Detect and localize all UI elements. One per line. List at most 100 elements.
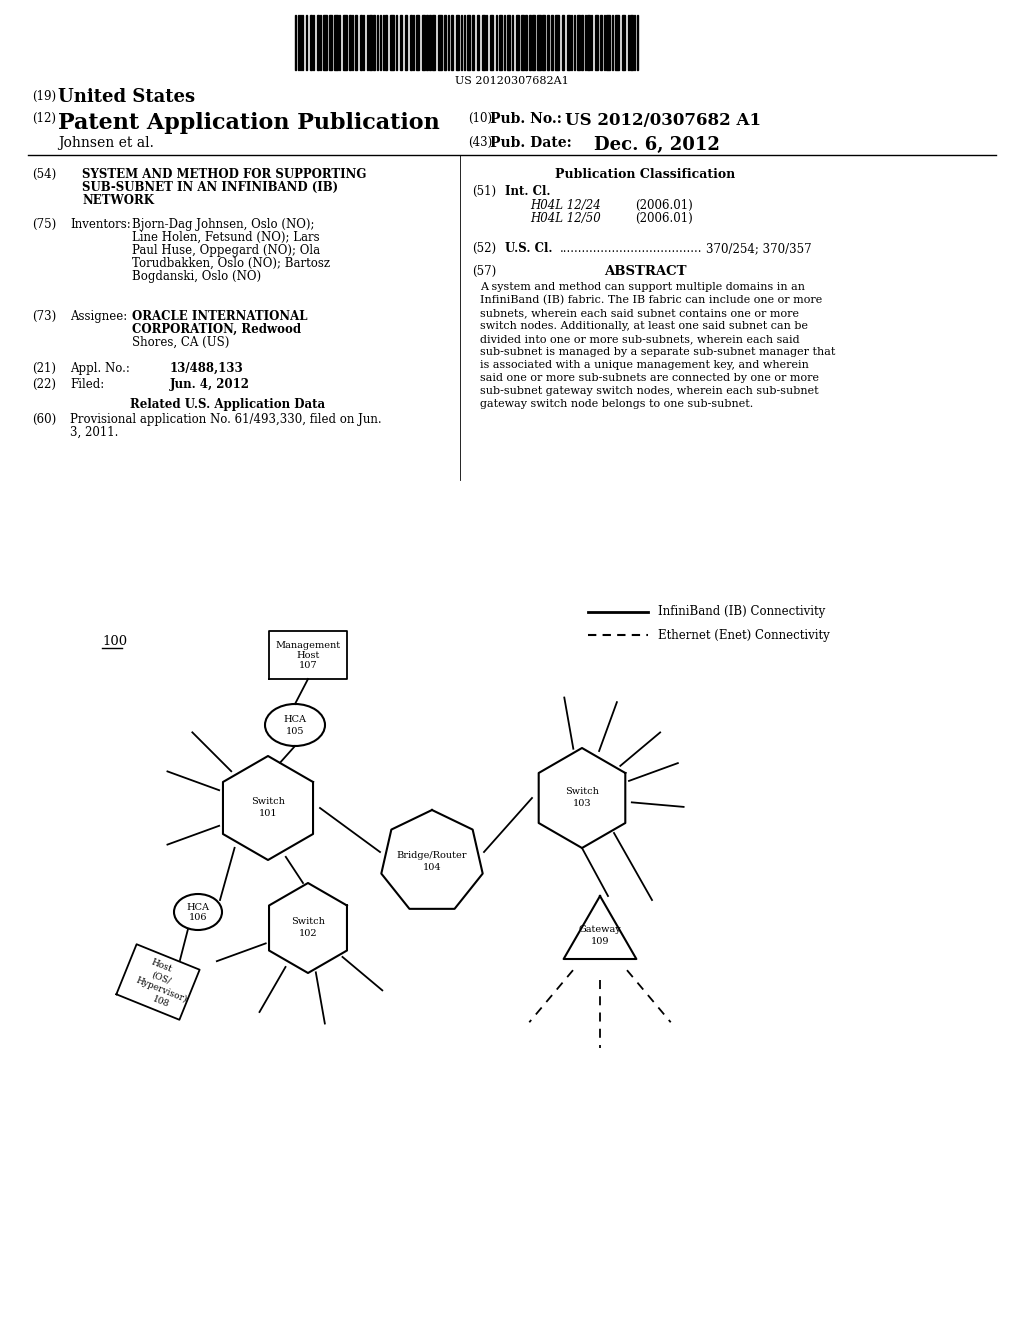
Text: Line Holen, Fetsund (NO); Lars: Line Holen, Fetsund (NO); Lars (132, 231, 319, 244)
Text: A system and method can support multiple domains in an: A system and method can support multiple… (480, 282, 805, 292)
Text: subnets, wherein each said subnet contains one or more: subnets, wherein each said subnet contai… (480, 308, 799, 318)
Bar (622, 15, 625, 70)
Text: US 2012/0307682 A1: US 2012/0307682 A1 (565, 112, 761, 129)
Text: (54): (54) (32, 168, 56, 181)
Text: ORACLE INTERNATIONAL: ORACLE INTERNATIONAL (132, 310, 307, 323)
Text: (51): (51) (472, 185, 496, 198)
Bar (422, 15, 425, 70)
Text: (10): (10) (468, 112, 493, 125)
Bar (482, 15, 485, 70)
Bar (567, 15, 570, 70)
Text: Switch: Switch (251, 797, 285, 807)
Text: 104: 104 (423, 863, 441, 873)
Text: Filed:: Filed: (70, 378, 104, 391)
Text: (2006.01): (2006.01) (635, 213, 693, 224)
Text: 109: 109 (591, 936, 609, 945)
Bar (587, 15, 590, 70)
Text: Patent Application Publication: Patent Application Publication (58, 112, 439, 135)
Text: HCA: HCA (284, 714, 306, 723)
Bar (355, 15, 357, 70)
Bar (555, 15, 559, 70)
Text: SYSTEM AND METHOD FOR SUPPORTING: SYSTEM AND METHOD FOR SUPPORTING (82, 168, 367, 181)
Bar (369, 15, 372, 70)
Bar (525, 15, 527, 70)
Bar (385, 15, 387, 70)
Text: Int. Cl.: Int. Cl. (505, 185, 551, 198)
Text: U.S. Cl.: U.S. Cl. (505, 242, 553, 255)
Bar (630, 15, 633, 70)
Bar (329, 15, 332, 70)
Bar (343, 15, 347, 70)
Text: (75): (75) (32, 218, 56, 231)
Bar (615, 15, 618, 70)
Text: (57): (57) (472, 265, 497, 279)
Text: Johnsen et al.: Johnsen et al. (58, 136, 154, 150)
Text: Inventors:: Inventors: (70, 218, 131, 231)
Text: Host: Host (150, 958, 173, 974)
Text: Pub. Date:: Pub. Date: (490, 136, 571, 150)
Bar (542, 15, 545, 70)
Text: said one or more sub-subnets are connected by one or more: said one or more sub-subnets are connect… (480, 374, 819, 383)
Text: Management: Management (275, 642, 341, 651)
Text: Provisional application No. 61/493,330, filed on Jun.: Provisional application No. 61/493,330, … (70, 413, 382, 426)
Bar (581, 15, 583, 70)
Text: ABSTRACT: ABSTRACT (604, 265, 686, 279)
Bar (323, 15, 327, 70)
Bar (537, 15, 541, 70)
Text: Bogdanski, Oslo (NO): Bogdanski, Oslo (NO) (132, 271, 261, 282)
Bar (606, 15, 610, 70)
Bar (432, 15, 435, 70)
Bar (490, 15, 493, 70)
Bar (600, 15, 602, 70)
Text: Hypervisor): Hypervisor) (134, 975, 188, 1005)
Text: H04L 12/50: H04L 12/50 (530, 213, 601, 224)
Bar (349, 15, 351, 70)
Text: Shores, CA (US): Shores, CA (US) (132, 337, 229, 348)
Text: H04L 12/24: H04L 12/24 (530, 199, 601, 213)
Bar (426, 15, 428, 70)
Bar (477, 15, 479, 70)
Bar (547, 15, 549, 70)
Bar (467, 15, 470, 70)
Text: is associated with a unique management key, and wherein: is associated with a unique management k… (480, 360, 809, 370)
Text: Switch: Switch (565, 788, 599, 796)
Text: (52): (52) (472, 242, 496, 255)
Text: 102: 102 (299, 929, 317, 939)
Bar (317, 15, 319, 70)
Text: 106: 106 (188, 913, 207, 923)
Bar (444, 15, 446, 70)
Text: 108: 108 (152, 994, 171, 1010)
Text: 101: 101 (259, 809, 278, 818)
Bar (400, 15, 402, 70)
Text: Related U.S. Application Data: Related U.S. Application Data (130, 399, 326, 411)
Text: Paul Huse, Oppegard (NO); Ola: Paul Huse, Oppegard (NO); Ola (132, 244, 321, 257)
Text: United States: United States (58, 88, 196, 106)
Bar (416, 15, 419, 70)
Bar (456, 15, 459, 70)
Text: Dec. 6, 2012: Dec. 6, 2012 (594, 136, 720, 154)
Bar (499, 15, 502, 70)
Text: switch nodes. Additionally, at least one said subnet can be: switch nodes. Additionally, at least one… (480, 321, 808, 331)
Bar (562, 15, 564, 70)
Text: 3, 2011.: 3, 2011. (70, 426, 119, 440)
Text: (2006.01): (2006.01) (635, 199, 693, 213)
Bar (551, 15, 553, 70)
Bar (438, 15, 442, 70)
Text: sub-subnet is managed by a separate sub-subnet manager that: sub-subnet is managed by a separate sub-… (480, 347, 836, 356)
Text: SUB-SUBNET IN AN INFINIBAND (IB): SUB-SUBNET IN AN INFINIBAND (IB) (82, 181, 338, 194)
Text: 370/254; 370/357: 370/254; 370/357 (706, 242, 812, 255)
Text: CORPORATION, Redwood: CORPORATION, Redwood (132, 323, 301, 337)
Text: gateway switch node belongs to one sub-subnet.: gateway switch node belongs to one sub-s… (480, 399, 754, 409)
Text: InfiniBand (IB) fabric. The IB fabric can include one or more: InfiniBand (IB) fabric. The IB fabric ca… (480, 294, 822, 305)
Bar (529, 15, 531, 70)
Text: Pub. No.:: Pub. No.: (490, 112, 562, 125)
Text: Assignee:: Assignee: (70, 310, 127, 323)
Text: Jun. 4, 2012: Jun. 4, 2012 (170, 378, 250, 391)
Text: 107: 107 (299, 660, 317, 669)
Text: Publication Classification: Publication Classification (555, 168, 735, 181)
Text: Gateway: Gateway (579, 924, 622, 933)
Bar (521, 15, 524, 70)
Text: 105: 105 (286, 727, 304, 737)
Text: Ethernet (Enet) Connectivity: Ethernet (Enet) Connectivity (658, 628, 829, 642)
Bar (532, 15, 535, 70)
